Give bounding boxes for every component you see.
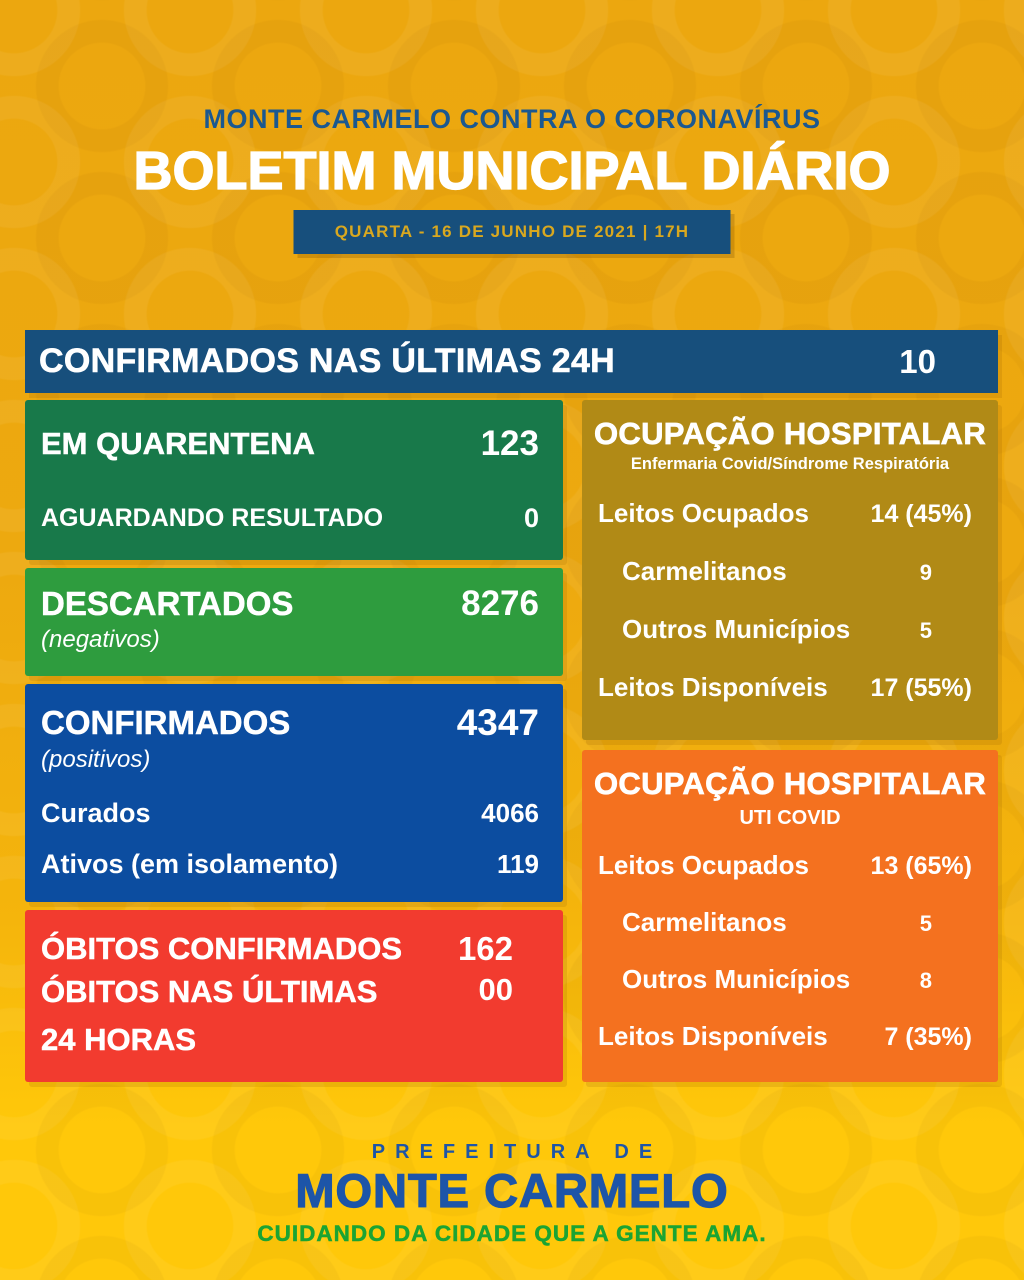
deaths-confirmed-value: 162 [457, 930, 513, 967]
date-badge: QUARTA - 16 DE JUNHO DE 2021 | 17H [293, 210, 731, 254]
discarded-value: 8276 [461, 584, 539, 623]
header-supertitle: MONTE CARMELO CONTRA O CORONAVÍRUS [203, 104, 821, 134]
active-isolation-label: Ativos (em isolamento) [41, 849, 339, 879]
active-isolation-value: 119 [497, 849, 539, 879]
icu-rows: Leitos Ocupados 13 (65%) Carmelitanos 5 … [582, 850, 998, 1052]
prefecture-tagline: CUIDANDO DA CIDADE QUE A GENTE AMA. [257, 1221, 767, 1247]
ward-available-label: Leitos Disponíveis [598, 672, 828, 702]
icu-title: OCUPAÇÃO HOSPITALAR [593, 766, 987, 802]
ward-local-row: Carmelitanos 9 [582, 556, 998, 587]
discarded-sublabel: (negativos) [41, 626, 160, 653]
icu-occupied-value: 13 (65%) [870, 852, 972, 880]
icu-available-label: Leitos Disponíveis [598, 1021, 828, 1051]
ward-local-value: 9 [919, 560, 932, 585]
page-title: BOLETIM MUNICIPAL DIÁRIO [133, 140, 891, 201]
icu-subtitle: UTI COVID [739, 807, 841, 829]
confirmed-24h-value: 10 [899, 342, 936, 380]
ward-rows: Leitos Ocupados 14 (45%) Carmelitanos 9 … [582, 498, 998, 703]
prefecture-logo-title: MONTE CARMELO [295, 1163, 729, 1217]
ward-occupied-value: 14 (45%) [870, 500, 972, 528]
ward-other-cities-value: 5 [919, 618, 932, 643]
icu-other-cities-label: Outros Municípios [622, 964, 851, 994]
awaiting-result-value: 0 [523, 503, 539, 533]
deaths-24h-label: ÓBITOS NAS ÚLTIMAS 24 HORAS [41, 974, 378, 1058]
ward-other-cities-row: Outros Municípios 5 [582, 614, 998, 645]
ward-subtitle: Enfermaria Covid/Síndrome Respiratória [630, 455, 950, 473]
awaiting-result-label: AGUARDANDO RESULTADO [41, 504, 384, 532]
confirmed-label: CONFIRMADOS [41, 704, 291, 742]
icu-local-row: Carmelitanos 5 [582, 907, 998, 938]
cured-row: Curados 4066 [41, 798, 539, 829]
discarded-row: DESCARTADOS 8276 [41, 584, 539, 624]
cured-value: 4066 [481, 798, 539, 828]
icu-box: OCUPAÇÃO HOSPITALAR UTI COVID Leitos Ocu… [582, 750, 998, 1082]
confirmed-value: 4347 [456, 702, 539, 743]
quarantine-value: 123 [480, 424, 539, 463]
deaths-24h-value: 00 [478, 972, 513, 1007]
icu-available-value: 7 (35%) [884, 1023, 972, 1051]
ward-occupied-label: Leitos Ocupados [598, 498, 809, 528]
cured-label: Curados [41, 798, 151, 828]
prefecture-pretitle: PREFEITURA DE [371, 1141, 663, 1163]
confirmed-box: CONFIRMADOS 4347 (positivos) Curados 406… [25, 684, 563, 902]
ward-available-row: Leitos Disponíveis 17 (55%) [582, 672, 998, 703]
ward-other-cities-label: Outros Municípios [622, 614, 851, 644]
discarded-label: DESCARTADOS [41, 585, 294, 623]
icu-other-cities-value: 8 [919, 968, 932, 993]
deaths-confirmed-row: ÓBITOS CONFIRMADOS 162 [41, 930, 513, 968]
icu-occupied-label: Leitos Ocupados [598, 850, 809, 880]
discarded-box: DESCARTADOS 8276 (negativos) [25, 568, 563, 676]
confirmed-24h-label: CONFIRMADOS NAS ÚLTIMAS 24H [39, 342, 616, 381]
deaths-box: ÓBITOS CONFIRMADOS 162 ÓBITOS NAS ÚLTIMA… [25, 910, 563, 1082]
ward-title: OCUPAÇÃO HOSPITALAR [593, 416, 987, 452]
active-isolation-row: Ativos (em isolamento) 119 [41, 849, 539, 880]
ward-local-label: Carmelitanos [622, 556, 787, 586]
icu-local-value: 5 [919, 911, 932, 936]
confirmed-row: CONFIRMADOS 4347 [41, 702, 539, 744]
quarantine-label: EM QUARENTENA [41, 426, 315, 462]
deaths-confirmed-label: ÓBITOS CONFIRMADOS [41, 931, 403, 967]
deaths-24h-row: ÓBITOS NAS ÚLTIMAS 24 HORAS 00 [41, 968, 513, 1064]
icu-other-cities-row: Outros Municípios 8 [582, 964, 998, 995]
ward-occupied-row: Leitos Ocupados 14 (45%) [582, 498, 998, 529]
quarantine-row: EM QUARENTENA 123 [41, 424, 539, 464]
hospital-ward-box: OCUPAÇÃO HOSPITALAR Enfermaria Covid/Sín… [582, 400, 998, 740]
icu-occupied-row: Leitos Ocupados 13 (65%) [582, 850, 998, 881]
confirmed-sublabel: (positivos) [41, 746, 151, 773]
icu-available-row: Leitos Disponíveis 7 (35%) [582, 1021, 998, 1052]
icu-local-label: Carmelitanos [622, 907, 787, 937]
quarantine-box: EM QUARENTENA 123 AGUARDANDO RESULTADO 0 [25, 400, 563, 560]
ward-available-value: 17 (55%) [870, 674, 972, 702]
confirmed-24h-bar: CONFIRMADOS NAS ÚLTIMAS 24H 10 [25, 330, 998, 393]
awaiting-result-row: AGUARDANDO RESULTADO 0 [41, 503, 539, 534]
